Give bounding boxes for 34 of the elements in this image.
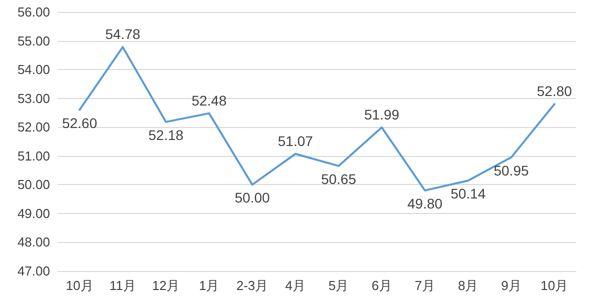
- x-tick-label: 8月: [458, 278, 478, 293]
- data-label: 50.00: [234, 190, 270, 206]
- y-tick-label: 47.00: [17, 264, 50, 278]
- x-tick-label: 1月: [198, 278, 220, 293]
- data-label: 50.95: [494, 162, 529, 178]
- y-tick-label: 51.00: [17, 148, 50, 164]
- x-tick-label: 4月: [285, 278, 306, 293]
- x-tick-label: 2-3月: [236, 278, 268, 293]
- x-tick-label: 10月: [66, 278, 94, 293]
- data-label: 52.80: [536, 83, 572, 100]
- x-tick-label: 11月: [110, 278, 136, 293]
- x-tick-label: 9月: [501, 278, 522, 293]
- data-label: 52.48: [192, 92, 227, 108]
- data-label: 50.14: [450, 186, 486, 202]
- x-tick-label: 10月: [540, 278, 568, 293]
- data-label: 51.07: [278, 132, 314, 149]
- y-tick-label: 54.00: [17, 62, 50, 78]
- y-tick-label: 48.00: [17, 234, 50, 250]
- data-label: 51.99: [364, 106, 400, 122]
- y-tick-label: 56.00: [17, 4, 50, 20]
- data-label: 54.78: [105, 26, 140, 42]
- x-tick-label: 12月: [152, 278, 180, 293]
- x-tick-label: 6月: [372, 278, 392, 293]
- y-tick-label: 55.00: [17, 33, 50, 48]
- data-label: 52.60: [62, 114, 98, 131]
- y-tick-label: 53.00: [17, 90, 50, 106]
- data-label: 52.18: [148, 126, 184, 143]
- y-tick-label: 50.00: [17, 177, 50, 192]
- x-tick-label: 7月: [414, 278, 436, 293]
- data-label: 50.65: [321, 170, 356, 187]
- x-tick-label: 5月: [328, 278, 349, 293]
- data-label: 49.80: [407, 195, 443, 212]
- y-tick-label: 52.00: [17, 120, 50, 135]
- y-tick-label: 49.00: [17, 206, 50, 221]
